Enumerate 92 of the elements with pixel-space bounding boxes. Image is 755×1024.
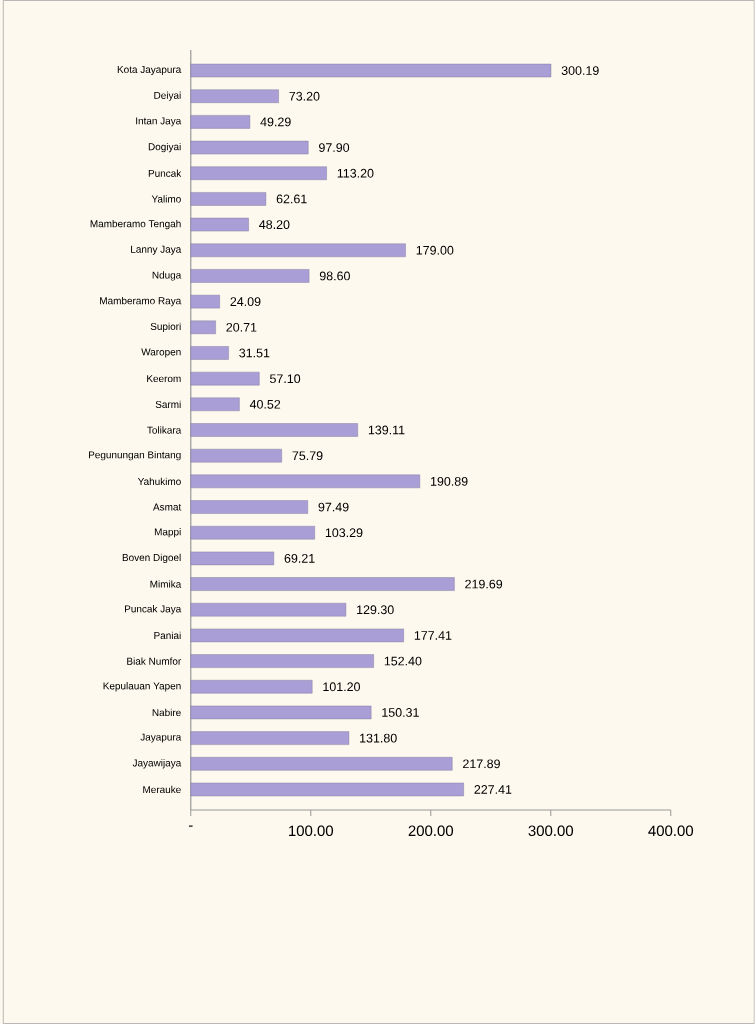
y-tick-label: Nduga: [152, 271, 182, 281]
bar: [190, 526, 316, 540]
data-label: 190.89: [431, 476, 468, 486]
bar: [190, 320, 216, 334]
data-label: 300.19: [561, 66, 599, 75]
bar: [190, 217, 249, 232]
data-label: 49.29: [260, 117, 291, 127]
bar: [190, 397, 240, 412]
y-tick-label: Pegunungan Bintang: [89, 451, 181, 461]
y-tick-label: Asmat: [153, 503, 182, 511]
data-label: 227.41: [474, 785, 512, 794]
bar: [190, 423, 359, 437]
bar: [190, 603, 347, 617]
bar: [190, 577, 455, 591]
bar: [190, 371, 260, 386]
bar: [190, 294, 220, 309]
y-tick-label: Yahukimo: [138, 477, 181, 486]
data-label: 103.29: [325, 528, 363, 538]
y-tick-label: Intan Jaya: [136, 117, 182, 127]
data-label: 177.41: [414, 631, 452, 640]
data-label: 48.20: [259, 220, 290, 230]
data-label: 131.80: [360, 733, 397, 743]
data-label: 98.60: [319, 271, 351, 281]
data-label: 152.40: [384, 656, 422, 666]
y-tick-label: Deiyai: [154, 91, 181, 101]
bar: [190, 731, 350, 745]
y-tick-label: Dogiyai: [148, 142, 181, 153]
x-tick-label: -: [189, 825, 193, 827]
y-tick-label: Biak Numfor: [127, 657, 182, 665]
x-tick-label: 400.00: [648, 825, 694, 837]
y-tick-label: Merauke: [143, 785, 181, 794]
data-label: 69.21: [284, 553, 315, 563]
data-label: 57.10: [270, 374, 301, 384]
x-tick-label: 100.00: [289, 825, 334, 837]
y-tick-label: Sarmi: [155, 400, 181, 408]
y-tick-label: Boven Digoel: [122, 553, 181, 564]
data-label: 179.00: [416, 245, 454, 255]
y-tick-label: Jayawijaya: [132, 759, 182, 769]
y-tick-label: Puncak Jaya: [125, 605, 182, 615]
bar: [190, 346, 229, 360]
y-tick-label: Mamberamo Raya: [100, 296, 182, 307]
bar: [190, 757, 453, 771]
bar: [190, 243, 406, 257]
data-label: 97.90: [319, 143, 350, 152]
data-label: 113.20: [337, 168, 374, 178]
y-tick-label: Kepulauan Yapen: [103, 682, 181, 692]
y-tick-label: Keerom: [147, 375, 181, 383]
bar: [190, 705, 372, 720]
data-label: 150.31: [382, 708, 419, 717]
y-tick-label: Mappi: [155, 528, 181, 538]
data-label: 73.20: [289, 91, 320, 101]
data-label: 24.09: [230, 297, 261, 307]
y-tick-label: Jayapura: [140, 733, 182, 743]
bar: [190, 551, 275, 566]
data-label: 101.20: [323, 682, 361, 692]
y-tick-label: Tolikara: [147, 426, 182, 434]
y-tick-label: Kota Jayapura: [117, 66, 182, 75]
y-tick-label: Waropen: [141, 348, 181, 358]
y-tick-label: Mimika: [150, 580, 182, 588]
bar: [190, 115, 251, 129]
bar: [190, 89, 279, 103]
data-label: 62.61: [276, 194, 307, 204]
bar: [190, 63, 552, 78]
data-label: 75.79: [292, 451, 323, 461]
bar: [190, 448, 283, 463]
y-tick-label: Paniai: [154, 631, 181, 640]
bar: [190, 782, 464, 797]
data-label: 217.89: [463, 759, 501, 769]
y-tick-label: Mamberamo Tengah: [90, 219, 181, 230]
data-label: 97.49: [318, 502, 349, 512]
y-tick-label: Nabire: [152, 708, 181, 717]
bar: [190, 500, 309, 514]
bar: [190, 192, 267, 206]
y-tick-label: Lanny Jaya: [131, 245, 182, 255]
data-label: 129.30: [357, 605, 394, 615]
y-tick-label: Yalimo: [151, 195, 181, 203]
bar: [190, 628, 404, 643]
bar: [190, 680, 313, 694]
y-tick-label: Supiori: [150, 322, 181, 332]
y-tick-label: Puncak: [148, 169, 182, 177]
bar: [190, 166, 327, 180]
bar: [190, 654, 374, 668]
data-label: 219.69: [465, 579, 503, 589]
x-tick-label: 200.00: [408, 825, 454, 837]
bar: [190, 140, 309, 155]
bar: [190, 474, 421, 489]
data-label: 40.52: [249, 399, 281, 409]
data-label: 20.71: [226, 322, 257, 332]
bar: [190, 269, 310, 283]
data-label: 139.11: [368, 425, 405, 435]
data-label: 31.51: [239, 348, 270, 358]
x-tick-label: 300.00: [528, 825, 574, 837]
